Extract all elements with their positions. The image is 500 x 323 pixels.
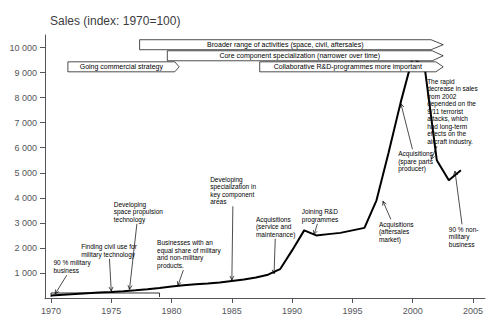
- svg-text:The rapid: The rapid: [427, 77, 455, 85]
- svg-text:from 2002: from 2002: [427, 93, 457, 100]
- svg-text:products.: products.: [157, 262, 184, 270]
- svg-text:9 000: 9 000: [14, 68, 37, 78]
- svg-text:1995: 1995: [342, 306, 362, 316]
- svg-text:effects on the: effects on the: [427, 130, 466, 137]
- svg-text:2005: 2005: [463, 306, 483, 316]
- svg-text:key component: key component: [210, 190, 255, 198]
- svg-text:aircraft industry.: aircraft industry.: [427, 138, 473, 146]
- svg-text:(spare parts: (spare parts: [398, 158, 433, 165]
- svg-text:business: business: [449, 241, 475, 248]
- svg-text:1985: 1985: [222, 306, 242, 316]
- svg-text:maintenance): maintenance): [256, 231, 295, 239]
- svg-text:10 000: 10 000: [9, 43, 37, 53]
- svg-text:2 000: 2 000: [14, 243, 37, 253]
- svg-text:Developing: Developing: [113, 200, 147, 208]
- svg-text:had long-term: had long-term: [427, 122, 468, 130]
- svg-text:programmes: programmes: [302, 216, 339, 224]
- svg-text:8 000: 8 000: [14, 93, 37, 103]
- svg-text:(aftersales: (aftersales: [378, 228, 410, 236]
- svg-text:Developing: Developing: [210, 175, 243, 183]
- svg-text:6 000: 6 000: [14, 143, 37, 153]
- svg-text:9/11 terrorist: 9/11 terrorist: [427, 108, 463, 115]
- svg-text:Acquisitions: Acquisitions: [398, 150, 433, 158]
- svg-text:2000: 2000: [403, 306, 423, 316]
- svg-text:Acquisitions: Acquisitions: [256, 215, 291, 223]
- svg-text:1990: 1990: [282, 306, 302, 316]
- svg-text:attacks, which: attacks, which: [427, 115, 468, 122]
- svg-text:decrease in sales: decrease in sales: [427, 85, 478, 92]
- svg-text:1970: 1970: [41, 306, 61, 316]
- svg-text:Joining R&D: Joining R&D: [301, 208, 338, 216]
- svg-text:Collaborative R&D-programmes m: Collaborative R&D-programmes more import…: [274, 63, 422, 71]
- svg-text:Acquisitions: Acquisitions: [378, 220, 414, 228]
- svg-text:3 000: 3 000: [14, 218, 37, 228]
- svg-text:Finding civil use for: Finding civil use for: [81, 243, 137, 251]
- svg-text:Core component specialization: Core component specialization (narrower …: [219, 52, 380, 60]
- svg-text:90 % non-: 90 % non-: [449, 226, 479, 233]
- svg-text:5 000: 5 000: [14, 168, 37, 178]
- svg-text:market): market): [379, 236, 401, 244]
- svg-text:Broader range of activities (s: Broader range of activities (space, civi…: [207, 41, 363, 49]
- svg-text:military: military: [448, 233, 470, 241]
- svg-text:1 000: 1 000: [14, 268, 37, 278]
- svg-text:1980: 1980: [162, 306, 182, 316]
- svg-text:Sales (index: 1970=100): Sales (index: 1970=100): [50, 14, 180, 28]
- svg-text:depended on the: depended on the: [427, 100, 476, 108]
- svg-text:specialization in: specialization in: [210, 183, 256, 190]
- svg-text:space propulsion: space propulsion: [113, 208, 163, 216]
- svg-text:equal share of military: equal share of military: [157, 246, 221, 254]
- svg-text:7 000: 7 000: [14, 118, 37, 128]
- svg-text:90 % military: 90 % military: [53, 259, 91, 267]
- svg-text:Going commercial strategy: Going commercial strategy: [80, 63, 164, 71]
- svg-text:(service and: (service and: [256, 223, 292, 231]
- svg-text:and non-military: and non-military: [157, 254, 204, 262]
- svg-text:military technology: military technology: [81, 251, 136, 259]
- svg-text:areas: areas: [210, 198, 227, 205]
- svg-text:Businesses with an: Businesses with an: [157, 239, 213, 246]
- svg-text:1975: 1975: [101, 306, 121, 316]
- svg-text:producer): producer): [398, 165, 426, 173]
- svg-text:4 000: 4 000: [14, 193, 37, 203]
- svg-text:business: business: [53, 267, 79, 274]
- svg-text:technology: technology: [114, 216, 146, 224]
